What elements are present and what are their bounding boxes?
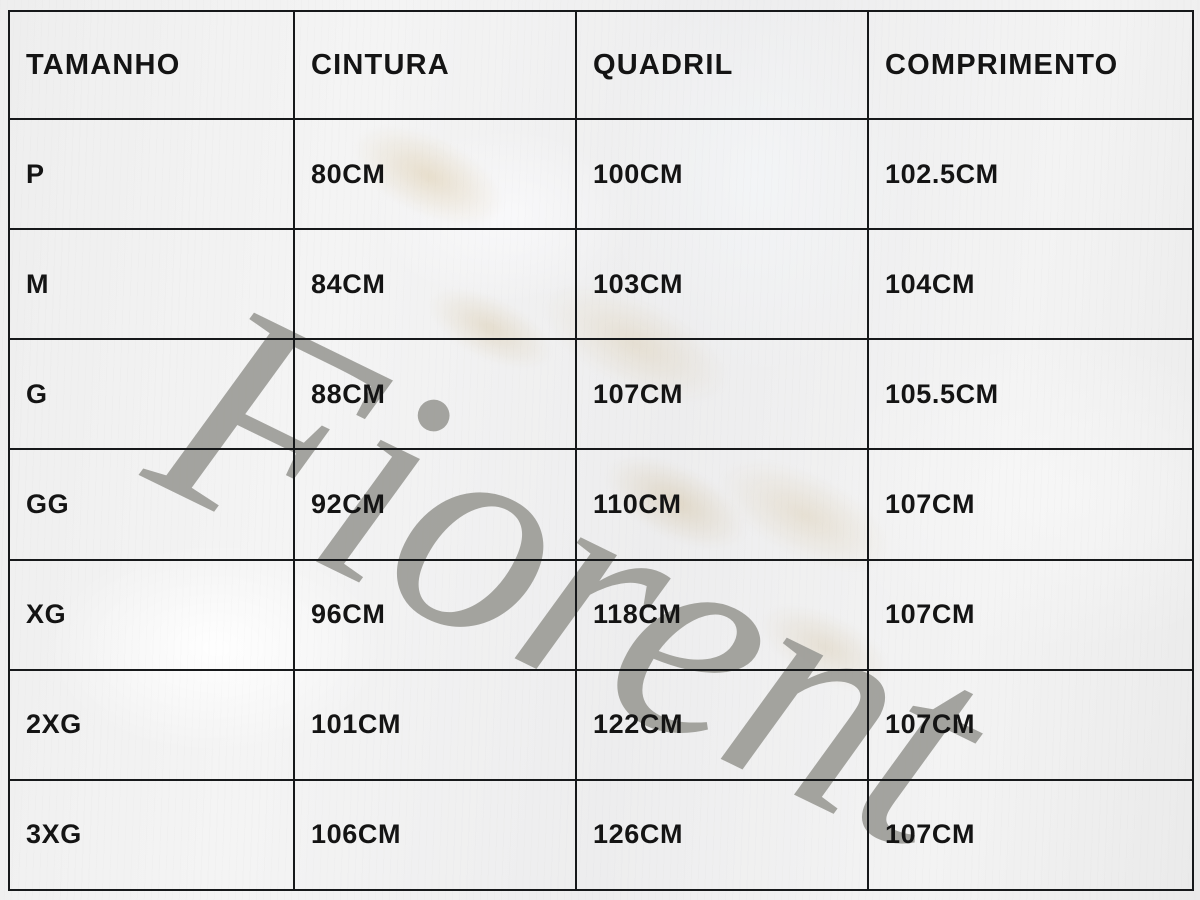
table-row: 3XG 106CM 126CM 107CM xyxy=(8,778,1194,892)
cell-tamanho: 2XG xyxy=(8,668,295,781)
cell-tamanho: 3XG xyxy=(8,778,295,892)
cell-quadril: 122CM xyxy=(575,668,869,781)
table-row: G 88CM 107CM 105.5CM xyxy=(8,338,1194,451)
cell-comprimento: 107CM xyxy=(867,668,1194,781)
cell-quadril: 118CM xyxy=(575,558,869,671)
cell-tamanho: M xyxy=(8,228,295,341)
cell-tamanho: P xyxy=(8,117,295,231)
cell-comprimento: 107CM xyxy=(867,778,1194,892)
table-header-row: TAMANHO CINTURA QUADRIL COMPRIMENTO xyxy=(8,10,1194,120)
cell-comprimento: 107CM xyxy=(867,448,1194,561)
cell-cintura: 80CM xyxy=(293,117,577,231)
cell-comprimento: 105.5CM xyxy=(867,338,1194,451)
cell-quadril: 103CM xyxy=(575,228,869,341)
column-header-tamanho: TAMANHO xyxy=(8,10,295,120)
table-header: TAMANHO CINTURA QUADRIL COMPRIMENTO xyxy=(8,10,1194,120)
cell-quadril: 110CM xyxy=(575,448,869,561)
cell-tamanho: XG xyxy=(8,558,295,671)
column-header-cintura: CINTURA xyxy=(293,10,577,120)
cell-tamanho: G xyxy=(8,338,295,451)
cell-comprimento: 104CM xyxy=(867,228,1194,341)
cell-quadril: 100CM xyxy=(575,117,869,231)
cell-cintura: 92CM xyxy=(293,448,577,561)
table-row: GG 92CM 110CM 107CM xyxy=(8,448,1194,561)
cell-tamanho: GG xyxy=(8,448,295,561)
table-row: P 80CM 100CM 102.5CM xyxy=(8,117,1194,231)
column-header-comprimento: COMPRIMENTO xyxy=(867,10,1194,120)
cell-cintura: 101CM xyxy=(293,668,577,781)
cell-comprimento: 107CM xyxy=(867,558,1194,671)
cell-cintura: 96CM xyxy=(293,558,577,671)
cell-cintura: 88CM xyxy=(293,338,577,451)
column-header-quadril: QUADRIL xyxy=(575,10,869,120)
cell-quadril: 107CM xyxy=(575,338,869,451)
cell-cintura: 84CM xyxy=(293,228,577,341)
size-chart-table: TAMANHO CINTURA QUADRIL COMPRIMENTO P 80… xyxy=(8,10,1194,892)
cell-cintura: 106CM xyxy=(293,778,577,892)
size-table-container: TAMANHO CINTURA QUADRIL COMPRIMENTO P 80… xyxy=(8,10,1194,892)
table-row: 2XG 101CM 122CM 107CM xyxy=(8,668,1194,781)
cell-comprimento: 102.5CM xyxy=(867,117,1194,231)
table-row: M 84CM 103CM 104CM xyxy=(8,228,1194,341)
cell-quadril: 126CM xyxy=(575,778,869,892)
table-row: XG 96CM 118CM 107CM xyxy=(8,558,1194,671)
table-body: P 80CM 100CM 102.5CM M 84CM 103CM 104CM … xyxy=(8,117,1194,892)
